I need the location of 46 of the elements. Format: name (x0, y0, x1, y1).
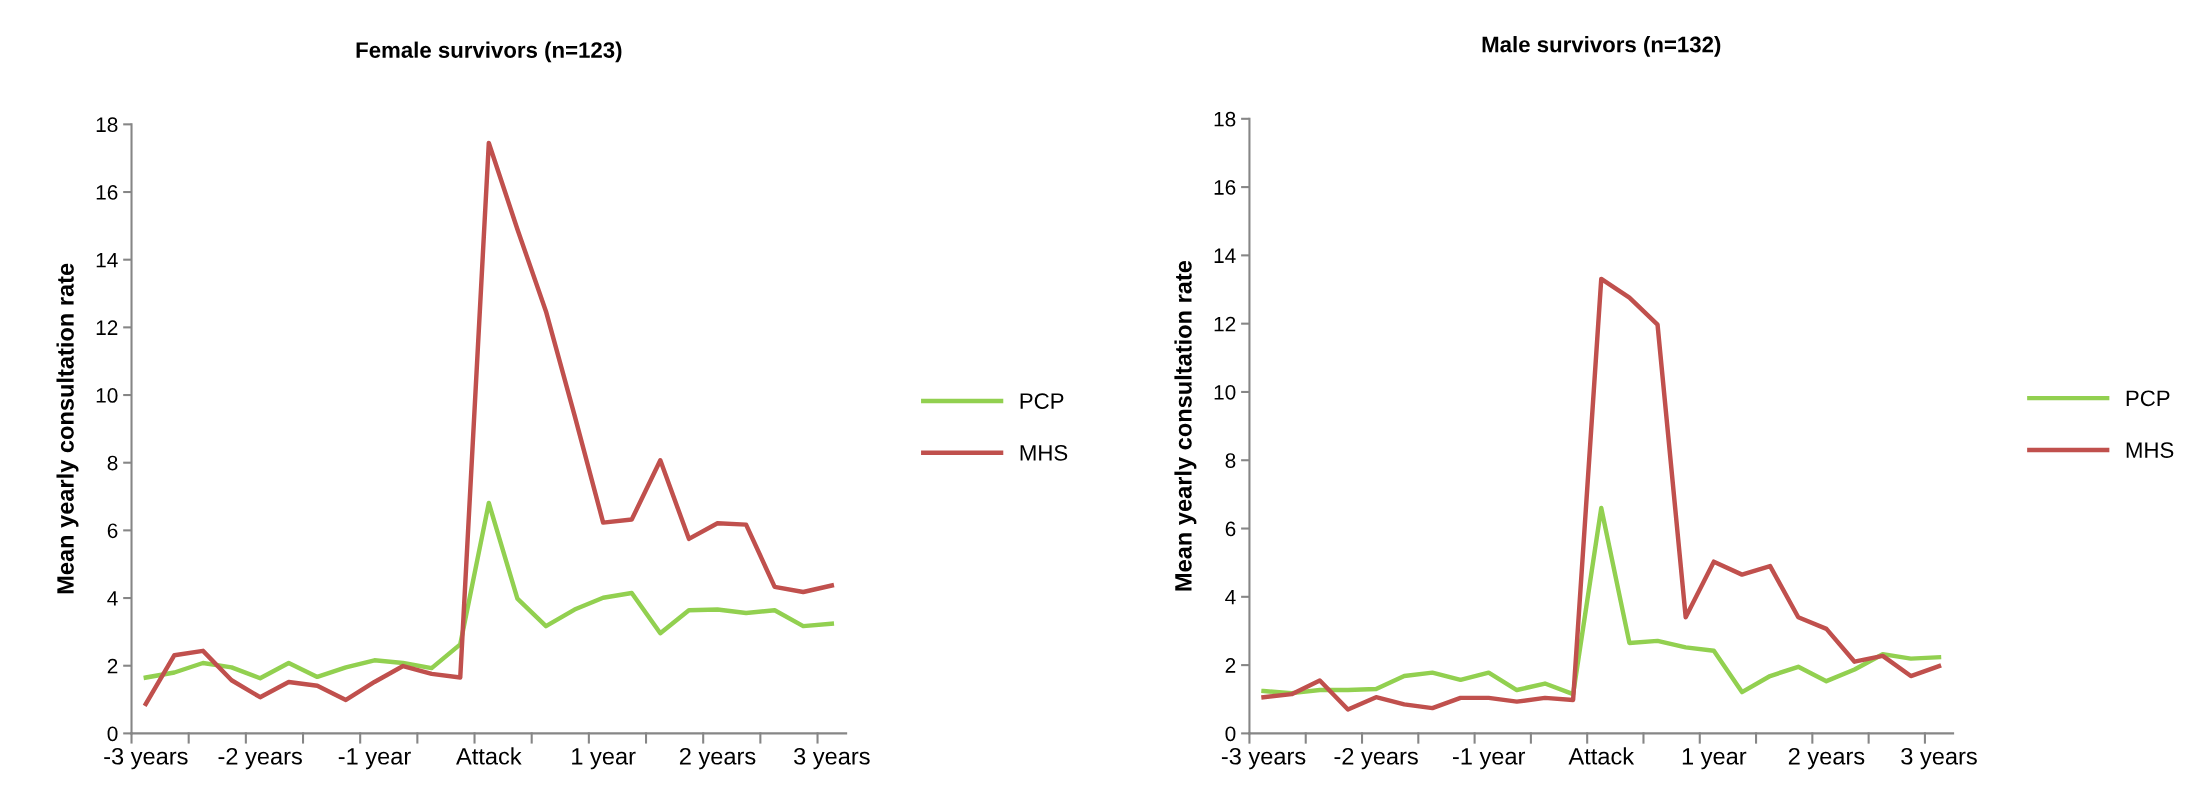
y-tick-label: 4 (1225, 590, 1236, 605)
x-tick-label: -2 years (218, 747, 302, 770)
line-series (143, 500, 835, 681)
line-series (1261, 276, 1942, 712)
x-tick-label: -1 year (338, 748, 411, 770)
x-tick-label: 2 years (679, 747, 756, 770)
y-axis-title: Mean yearly consultation rate (1174, 260, 1197, 591)
line-series (143, 140, 835, 707)
y-tick-label: 6 (107, 523, 118, 539)
legend-label: MHS (1020, 445, 1068, 461)
y-tick-label: 12 (96, 320, 118, 335)
chart-title: Female survivors (n=123) (356, 41, 622, 63)
y-tick-label: 16 (1214, 180, 1236, 195)
x-tick-label: -1 year (1452, 748, 1526, 770)
y-tick-label: 4 (107, 591, 118, 606)
y-tick-label: 10 (96, 388, 118, 403)
x-tick-label: -2 years (1334, 747, 1418, 770)
legend-label: PCP (1020, 393, 1064, 409)
y-tick-label: 8 (1225, 453, 1236, 468)
y-tick-label: 0 (107, 726, 118, 742)
y-tick-label: 2 (1225, 658, 1236, 673)
y-tick-label: 0 (1225, 726, 1236, 742)
x-tick-label: 2 years (1788, 747, 1865, 770)
y-axis-title: Mean yearly consultation rate (56, 263, 79, 594)
y-tick-label: 18 (96, 117, 118, 133)
x-tick-label: 1 year (1682, 748, 1747, 770)
y-tick-label: 14 (96, 252, 118, 268)
x-tick-label: 1 year (572, 748, 636, 770)
legend-label: PCP (2126, 390, 2170, 407)
x-tick-label: Attack (1568, 747, 1635, 765)
x-tick-label: 3 years (1901, 747, 1977, 770)
legend-label: MHS (2126, 442, 2174, 458)
x-tick-label: -3 years (104, 747, 188, 770)
chart-title: Male survivors (n=132) (1482, 36, 1721, 57)
line-series (1261, 505, 1942, 697)
y-tick-label: 2 (107, 658, 118, 674)
x-tick-label: 3 years (794, 747, 870, 770)
y-tick-label: 10 (1214, 384, 1236, 400)
y-tick-label: 14 (1214, 248, 1236, 263)
y-tick-label: 6 (1225, 521, 1236, 537)
x-tick-label: -3 years (1221, 747, 1306, 770)
y-tick-label: 18 (1214, 111, 1236, 127)
y-tick-label: 8 (107, 455, 118, 471)
x-tick-label: Attack (456, 747, 522, 765)
y-tick-label: 12 (1214, 316, 1236, 332)
y-tick-label: 16 (96, 185, 118, 200)
